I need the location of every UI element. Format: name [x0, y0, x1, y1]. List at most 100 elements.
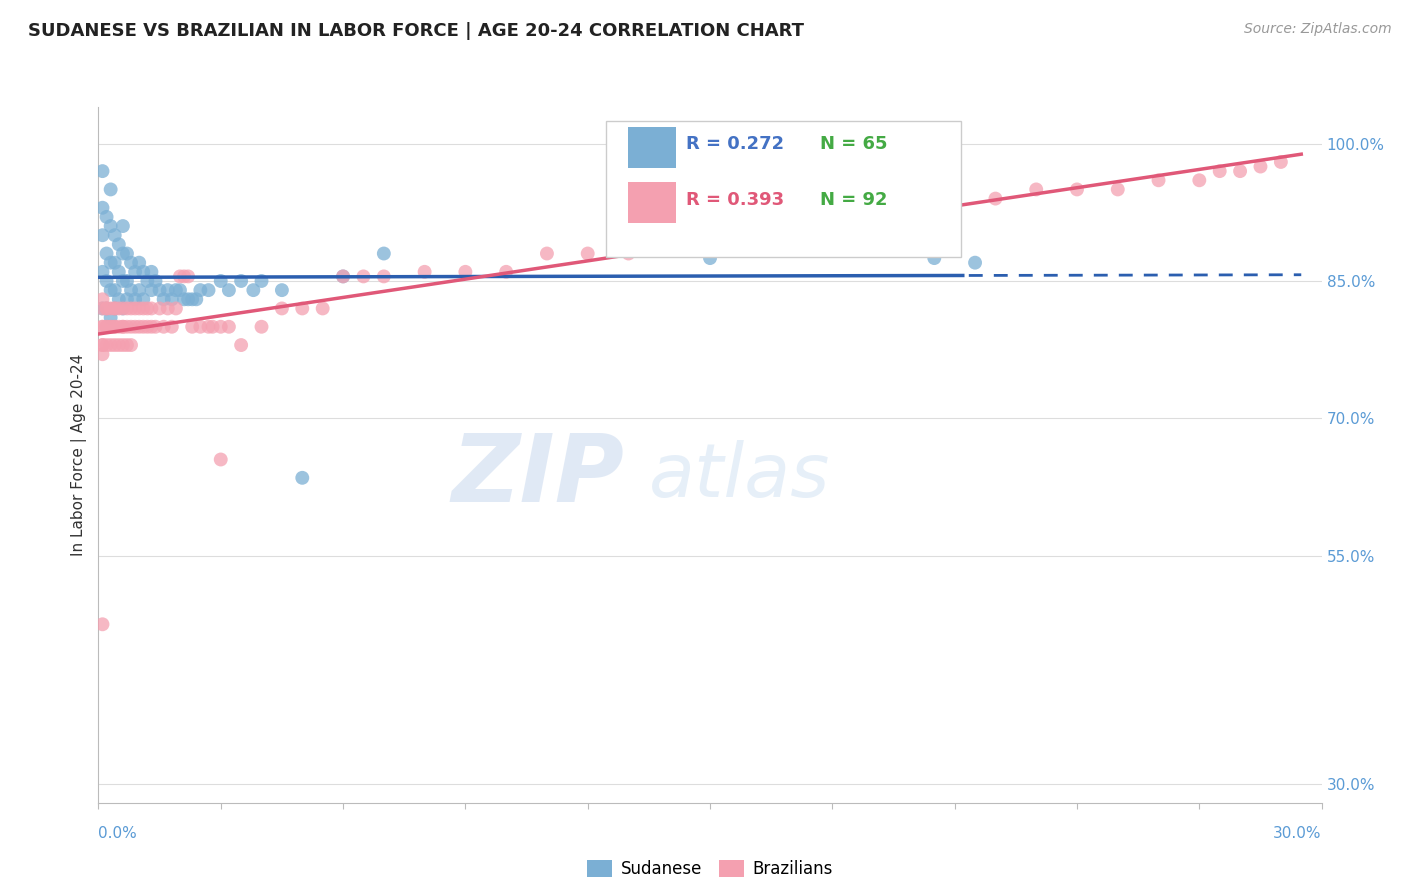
Point	[115, 293, 138, 307]
Point	[173, 293, 195, 307]
Point	[104, 283, 127, 297]
Point	[115, 246, 138, 260]
Point	[1209, 164, 1232, 178]
Point	[91, 164, 114, 178]
Point	[181, 319, 204, 334]
FancyBboxPatch shape	[628, 182, 676, 223]
Point	[201, 319, 224, 334]
Point	[100, 255, 122, 269]
Point	[165, 283, 187, 297]
Point	[231, 338, 253, 352]
Point	[177, 293, 200, 307]
Point	[91, 319, 114, 334]
Point	[91, 319, 114, 334]
Point	[1229, 164, 1251, 178]
Point	[91, 301, 114, 316]
Point	[100, 283, 122, 297]
Point	[218, 319, 240, 334]
Text: R = 0.393: R = 0.393	[686, 191, 783, 209]
Point	[1249, 160, 1271, 174]
Point	[111, 319, 134, 334]
Text: 0.0%: 0.0%	[98, 826, 138, 840]
Point	[270, 301, 294, 316]
Point	[91, 293, 114, 307]
Point	[209, 452, 232, 467]
Point	[699, 228, 721, 243]
Point	[115, 338, 138, 352]
Legend: Sudanese, Brazilians: Sudanese, Brazilians	[581, 854, 839, 885]
Point	[124, 293, 146, 307]
Point	[699, 251, 721, 265]
Point	[1025, 182, 1047, 196]
Point	[120, 283, 142, 297]
Point	[160, 293, 183, 307]
Point	[373, 246, 395, 260]
Text: 30.0%: 30.0%	[1274, 826, 1322, 840]
Point	[173, 269, 195, 284]
Point	[270, 283, 294, 297]
Text: SUDANESE VS BRAZILIAN IN LABOR FORCE | AGE 20-24 CORRELATION CHART: SUDANESE VS BRAZILIAN IN LABOR FORCE | A…	[28, 22, 804, 40]
Point	[1188, 173, 1211, 187]
Text: Source: ZipAtlas.com: Source: ZipAtlas.com	[1244, 22, 1392, 37]
Text: atlas: atlas	[648, 440, 831, 512]
Point	[373, 269, 395, 284]
Point	[209, 274, 232, 288]
Point	[104, 319, 127, 334]
Text: ZIP: ZIP	[451, 430, 624, 522]
Point	[576, 246, 599, 260]
Point	[250, 274, 273, 288]
Point	[1107, 182, 1129, 196]
Point	[862, 210, 884, 224]
Point	[136, 274, 159, 288]
Point	[96, 301, 118, 316]
Point	[91, 617, 114, 632]
Point	[242, 283, 264, 297]
Point	[152, 319, 174, 334]
Point	[128, 301, 150, 316]
Point	[96, 319, 118, 334]
Point	[120, 255, 142, 269]
Point	[291, 471, 314, 485]
Point	[132, 319, 155, 334]
Point	[91, 201, 114, 215]
Point	[136, 319, 159, 334]
Point	[156, 301, 179, 316]
FancyBboxPatch shape	[628, 127, 676, 168]
Point	[108, 338, 131, 352]
Point	[1270, 155, 1292, 169]
Point	[332, 269, 354, 284]
Point	[96, 274, 118, 288]
Point	[111, 301, 134, 316]
Point	[188, 283, 212, 297]
Point	[1066, 182, 1088, 196]
Point	[181, 293, 204, 307]
Point	[104, 319, 127, 334]
Point	[160, 319, 183, 334]
Point	[96, 210, 118, 224]
Point	[111, 246, 134, 260]
Point	[91, 228, 114, 243]
Point	[883, 242, 905, 256]
Point	[100, 219, 122, 233]
Point	[115, 301, 138, 316]
Point	[108, 265, 131, 279]
Point	[96, 246, 118, 260]
Point	[100, 338, 122, 352]
Point	[91, 338, 114, 352]
Point	[152, 293, 174, 307]
Point	[91, 347, 114, 361]
Point	[124, 265, 146, 279]
Y-axis label: In Labor Force | Age 20-24: In Labor Force | Age 20-24	[72, 354, 87, 556]
Point	[104, 338, 127, 352]
Point	[943, 192, 966, 206]
Point	[132, 301, 155, 316]
Point	[111, 301, 134, 316]
Point	[96, 301, 118, 316]
Point	[780, 210, 803, 224]
Point	[120, 338, 142, 352]
Point	[108, 237, 131, 252]
Point	[145, 319, 167, 334]
Point	[1147, 173, 1170, 187]
Point	[100, 301, 122, 316]
Point	[149, 283, 172, 297]
